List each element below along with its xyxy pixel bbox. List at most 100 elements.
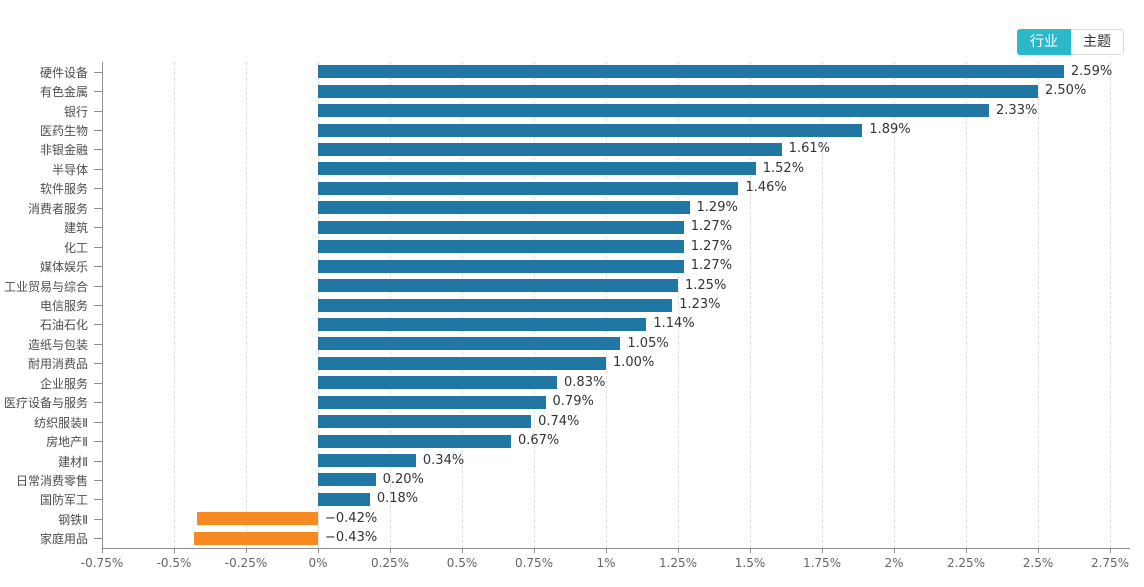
value-label: 0.79% [552, 394, 594, 410]
value-label: 1.52% [762, 160, 805, 176]
value-label: 1.27% [690, 219, 733, 235]
value-label: 0.18% [376, 491, 419, 507]
positive-bar[interactable] [318, 492, 370, 506]
category-label: 耐用消费品 [27, 357, 88, 372]
x-axis-tick-label: 2% [884, 556, 904, 570]
category-label: 化工 [63, 240, 88, 255]
positive-bar[interactable] [318, 317, 647, 331]
x-axis-tick [102, 548, 103, 553]
category-label: 建材Ⅱ [58, 454, 88, 469]
category-axis-tick [94, 305, 102, 306]
category-axis-tick [94, 285, 102, 287]
category-axis-tick [94, 188, 102, 190]
positive-bar[interactable] [318, 162, 756, 176]
value-label: 1.27% [690, 238, 733, 254]
category-axis-tick [94, 71, 102, 73]
x-axis-tick [174, 548, 175, 553]
category-axis-tick [94, 363, 102, 365]
category-axis-tick [94, 110, 102, 112]
positive-bar[interactable] [318, 415, 532, 429]
value-label: 2.59% [1070, 63, 1113, 79]
x-axis-tick-label: 2.25% [946, 556, 986, 570]
x-axis-tick-label: 2.75% [1090, 556, 1130, 570]
gridline [678, 62, 679, 548]
value-label: 1.89% [869, 122, 911, 138]
positive-bar[interactable] [318, 454, 416, 468]
positive-bar[interactable] [318, 337, 621, 351]
category-label: 造纸与包装 [27, 337, 88, 352]
value-label: 1.23% [679, 297, 721, 312]
value-label: 1.05% [627, 335, 669, 351]
x-axis-tick [966, 548, 967, 553]
value-label: 2.50% [1045, 83, 1087, 99]
x-axis-tick [822, 548, 823, 553]
category-label: 医药生物 [39, 124, 88, 139]
positive-bar[interactable] [318, 279, 678, 293]
value-label: 1.25% [685, 277, 727, 293]
gridline [246, 62, 247, 548]
category-label: 电信服务 [39, 299, 88, 313]
x-axis-tick [462, 548, 463, 553]
positive-bar[interactable] [318, 65, 1064, 79]
category-label: 消费者服务 [27, 201, 88, 216]
x-axis-tick [318, 548, 319, 553]
value-label: 0.20% [382, 471, 424, 487]
positive-bar[interactable] [318, 220, 684, 234]
positive-bar[interactable] [318, 395, 546, 409]
category-label: 钢铁Ⅱ [58, 512, 88, 527]
positive-bar[interactable] [318, 259, 684, 273]
category-label: 建筑 [63, 221, 88, 236]
category-axis-tick [94, 168, 102, 170]
positive-bar[interactable] [318, 376, 558, 390]
category-axis-tick [94, 441, 102, 443]
positive-bar[interactable] [318, 434, 511, 448]
value-label: −0.42% [325, 510, 378, 526]
view-toggle: 行业 主题 [1017, 29, 1124, 55]
positive-bar[interactable] [318, 473, 376, 487]
category-axis-tick [94, 207, 102, 209]
positive-bar[interactable] [318, 104, 990, 118]
x-axis-tick [606, 548, 607, 553]
positive-bar[interactable] [318, 123, 863, 137]
negative-bar[interactable] [197, 512, 318, 526]
toggle-theme-button[interactable]: 主题 [1071, 29, 1124, 55]
value-label: 1.61% [788, 141, 830, 157]
gridline [966, 62, 967, 548]
value-label: 1.00% [613, 355, 655, 371]
category-axis-tick [94, 421, 102, 423]
category-label: 企业服务 [39, 376, 88, 391]
category-label: 硬件设备 [39, 65, 88, 80]
category-label: 媒体娱乐 [39, 260, 88, 275]
category-axis-tick [94, 227, 102, 229]
x-axis-tick-label: 1.5% [734, 556, 766, 570]
positive-bar[interactable] [318, 142, 782, 156]
category-label: 国防军工 [39, 493, 88, 508]
category-axis-tick [94, 382, 102, 384]
category-axis-tick [94, 149, 102, 151]
positive-bar[interactable] [318, 84, 1038, 98]
category-label: 非银金融 [39, 143, 88, 158]
gridline [174, 62, 175, 548]
positive-bar[interactable] [318, 298, 673, 312]
x-axis-tick-label: -0.5% [156, 556, 192, 570]
x-axis-tick-label: -0.25% [224, 556, 268, 570]
x-axis-tick-label: 1.75% [802, 556, 842, 570]
positive-bar[interactable] [318, 181, 739, 195]
x-axis-tick [678, 548, 679, 553]
x-axis-tick [1110, 548, 1111, 553]
category-axis-tick [94, 324, 102, 326]
positive-bar[interactable] [318, 240, 684, 254]
gridline [822, 62, 823, 548]
category-label: 有色金属 [39, 85, 88, 100]
category-label: 软件服务 [39, 182, 88, 197]
toggle-industry-button[interactable]: 行业 [1017, 29, 1071, 55]
positive-bar[interactable] [318, 201, 690, 215]
category-axis-tick [94, 479, 102, 481]
positive-bar[interactable] [318, 356, 606, 370]
value-label: 0.34% [422, 452, 465, 468]
value-label: 1.46% [745, 180, 787, 196]
category-axis-tick [94, 518, 102, 520]
negative-bar[interactable] [194, 531, 318, 545]
category-axis-tick [94, 91, 102, 93]
gridline [750, 62, 751, 548]
